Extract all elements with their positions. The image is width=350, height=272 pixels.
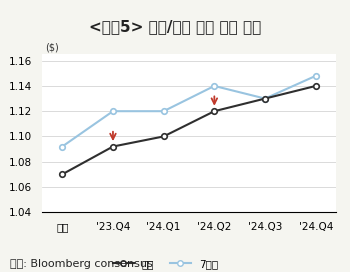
Text: <그림5> 유로/달러 환율 예상 경로: <그림5> 유로/달러 환율 예상 경로 — [89, 19, 261, 34]
Legend: 현재, 7월조: 현재, 7월조 — [108, 255, 223, 272]
Text: 자료: Bloomberg consensus: 자료: Bloomberg consensus — [10, 259, 153, 269]
Text: ($): ($) — [45, 43, 59, 53]
